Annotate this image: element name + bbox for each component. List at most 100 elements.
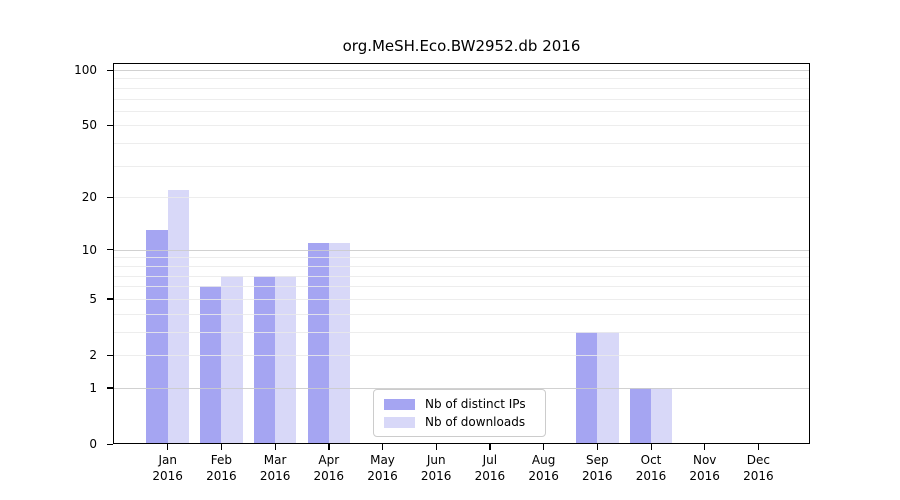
gridline-major bbox=[114, 249, 809, 251]
y-tick-mark bbox=[107, 69, 113, 71]
bar-downloads-oct bbox=[651, 387, 673, 444]
y-tick-label: 10 bbox=[81, 242, 97, 257]
x-tick-mark bbox=[382, 444, 384, 450]
gridline-minor bbox=[114, 197, 809, 199]
x-tick-mark bbox=[435, 444, 437, 450]
y-tick-mark bbox=[107, 124, 113, 127]
gridline-minor bbox=[114, 313, 809, 315]
x-tick-year: 2016 bbox=[743, 469, 774, 483]
x-tick-mark bbox=[220, 444, 223, 450]
x-tick-month: Dec bbox=[746, 453, 770, 467]
legend: Nb of distinct IPs Nb of downloads bbox=[373, 389, 546, 437]
gridline-minor bbox=[114, 331, 809, 333]
y-tick-label: 0 bbox=[89, 437, 97, 451]
y-tick-label: 20 bbox=[81, 190, 97, 205]
y-tick-mark bbox=[107, 249, 113, 251]
gridline-minor bbox=[114, 257, 809, 259]
legend-entry-distinct-ips: Nb of distinct IPs bbox=[384, 396, 537, 413]
legend-entry-downloads: Nb of downloads bbox=[384, 414, 537, 431]
x-tick-year: 2016 bbox=[313, 469, 345, 483]
bar-downloads-mar bbox=[275, 275, 297, 444]
x-tick-month: Feb bbox=[210, 453, 233, 467]
gridline-minor bbox=[114, 165, 809, 167]
x-tick-mark bbox=[757, 444, 760, 450]
x-tick-month: Nov bbox=[692, 453, 717, 467]
gridline-minor bbox=[114, 265, 809, 267]
x-tick-month: Jun bbox=[426, 453, 446, 467]
bar-distinct-ips-mar bbox=[253, 275, 276, 444]
y-tick-label: 50 bbox=[81, 118, 97, 133]
x-tick-label-jan: Jan 2016 bbox=[138, 452, 198, 484]
x-tick-label-jun: Jun 2016 bbox=[406, 452, 466, 484]
x-tick-month: Oct bbox=[640, 453, 662, 467]
x-tick-mark bbox=[489, 444, 491, 450]
gridline-minor bbox=[114, 110, 809, 112]
x-tick-month: Sep bbox=[585, 453, 609, 467]
x-tick-year: 2016 bbox=[474, 469, 506, 483]
bar-distinct-ips-apr bbox=[307, 242, 329, 444]
bar-distinct-ips-feb bbox=[200, 286, 222, 444]
bar-distinct-ips-jan bbox=[146, 230, 168, 444]
x-tick-mark bbox=[274, 444, 276, 450]
x-tick-label-oct: Oct 2016 bbox=[621, 452, 681, 484]
bar-downloads-apr bbox=[328, 242, 351, 444]
chart-title: org.MeSH.Eco.BW2952.db 2016 bbox=[342, 37, 581, 55]
x-tick-year: 2016 bbox=[528, 469, 559, 483]
x-tick-year: 2016 bbox=[152, 469, 183, 483]
y-tick-mark bbox=[107, 298, 113, 300]
x-tick-year: 2016 bbox=[582, 469, 613, 483]
legend-swatch-distinct-ips bbox=[384, 398, 415, 410]
y-tick-label: 5 bbox=[89, 291, 97, 306]
legend-swatch-downloads bbox=[384, 416, 415, 428]
x-tick-year: 2016 bbox=[206, 469, 237, 483]
gridline-minor bbox=[114, 98, 809, 100]
x-tick-label-apr: Apr 2016 bbox=[299, 452, 359, 484]
x-tick-mark bbox=[704, 444, 706, 450]
x-tick-year: 2016 bbox=[689, 469, 720, 483]
legend-label-distinct-ips: Nb of distinct IPs bbox=[425, 397, 526, 411]
x-tick-year: 2016 bbox=[635, 469, 667, 483]
x-tick-label-mar: Mar 2016 bbox=[245, 452, 305, 484]
gridline-minor bbox=[114, 143, 809, 145]
gridline-minor bbox=[114, 355, 809, 356]
y-tick-mark bbox=[107, 443, 113, 445]
x-tick-year: 2016 bbox=[367, 469, 398, 483]
x-tick-label-jul: Jul 2016 bbox=[460, 452, 520, 484]
y-tick-mark bbox=[107, 196, 113, 199]
bar-distinct-ips-oct bbox=[629, 387, 651, 444]
x-tick-year: 2016 bbox=[259, 469, 291, 483]
x-tick-mark bbox=[167, 444, 169, 450]
x-tick-mark bbox=[596, 444, 599, 450]
bar-downloads-jan bbox=[167, 189, 189, 444]
gridline-minor bbox=[114, 286, 809, 288]
x-tick-month: Jan bbox=[158, 453, 177, 467]
y-tick-mark bbox=[107, 387, 113, 389]
y-tick-label: 100 bbox=[74, 63, 97, 77]
y-tick-label: 2 bbox=[89, 348, 97, 362]
gridline-major bbox=[114, 70, 809, 72]
x-tick-label-nov: Nov 2016 bbox=[675, 452, 735, 484]
x-tick-label-sep: Sep 2016 bbox=[567, 452, 627, 484]
y-tick-label: 1 bbox=[89, 380, 97, 395]
y-tick-mark bbox=[107, 354, 113, 356]
x-tick-month: Jul bbox=[482, 453, 498, 467]
gridline-minor bbox=[114, 87, 809, 89]
legend-label-downloads: Nb of downloads bbox=[425, 415, 526, 429]
gridline-minor bbox=[114, 78, 809, 80]
x-tick-month: Mar bbox=[263, 453, 287, 467]
x-tick-month: Apr bbox=[318, 453, 340, 467]
x-tick-mark bbox=[650, 444, 652, 450]
x-tick-month: Aug bbox=[531, 453, 556, 467]
x-tick-label-may: May 2016 bbox=[353, 452, 413, 484]
gridline-minor bbox=[114, 125, 809, 127]
gridline-minor bbox=[114, 275, 809, 277]
x-tick-year: 2016 bbox=[420, 469, 452, 483]
gridline-minor bbox=[114, 298, 809, 300]
x-tick-label-feb: Feb 2016 bbox=[191, 452, 251, 484]
gridline-major bbox=[114, 387, 809, 390]
x-tick-mark bbox=[328, 444, 330, 450]
x-tick-label-dec: Dec 2016 bbox=[728, 452, 788, 484]
x-tick-label-aug: Aug 2016 bbox=[514, 452, 574, 484]
x-tick-mark bbox=[543, 444, 545, 450]
